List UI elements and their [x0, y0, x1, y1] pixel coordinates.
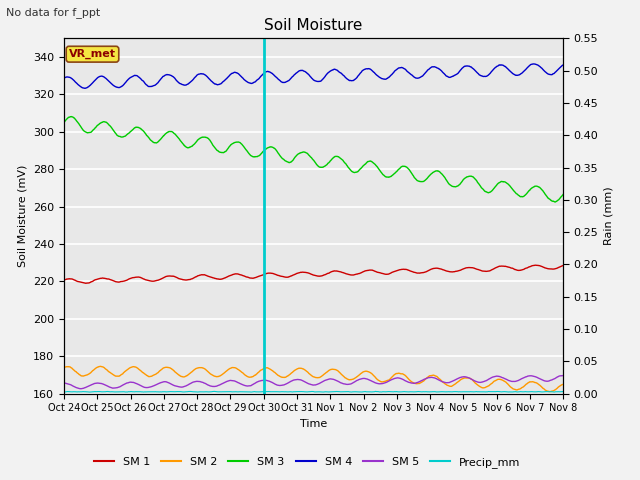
Title: Soil Moisture: Soil Moisture [264, 18, 363, 33]
Y-axis label: Rain (mm): Rain (mm) [604, 187, 614, 245]
Text: No data for f_ppt: No data for f_ppt [6, 7, 100, 18]
Y-axis label: Soil Moisture (mV): Soil Moisture (mV) [17, 165, 28, 267]
Text: VR_met: VR_met [69, 49, 116, 60]
X-axis label: Time: Time [300, 419, 327, 429]
Legend: SM 1, SM 2, SM 3, SM 4, SM 5, Precip_mm: SM 1, SM 2, SM 3, SM 4, SM 5, Precip_mm [90, 452, 525, 472]
